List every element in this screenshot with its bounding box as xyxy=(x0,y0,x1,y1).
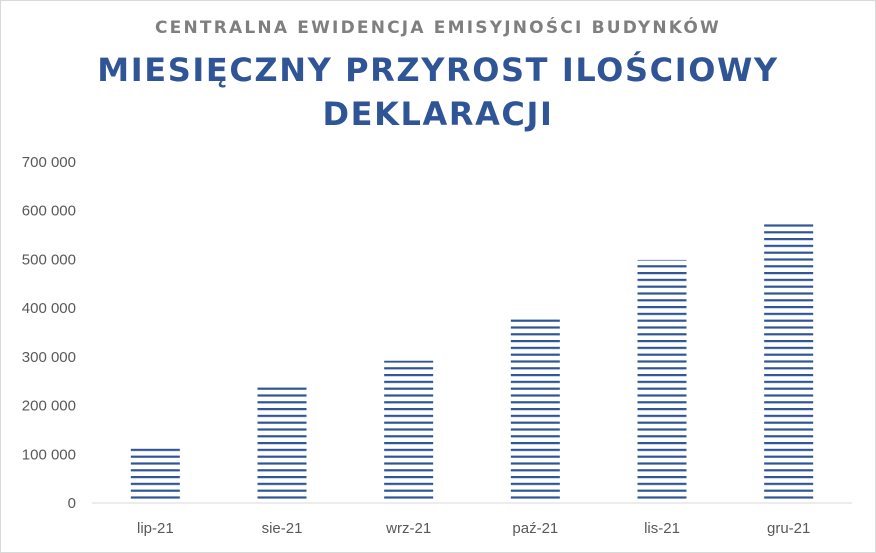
bar-lip-21 xyxy=(130,447,180,503)
bar-wrz-21 xyxy=(384,360,434,503)
bar-gru-21 xyxy=(764,222,814,503)
bars-group xyxy=(130,222,814,503)
y-axis: 0 100 000 200 000 300 000 400 000 500 000 600 … xyxy=(22,154,76,512)
bar-sie-21 xyxy=(257,386,307,503)
x-tick-label: lis-21 xyxy=(644,520,680,537)
chart-supertitle: CENTRALNA EWIDENCJA EMISYJNOŚCI BUDYNKÓW xyxy=(155,18,721,38)
bar-paź-21 xyxy=(510,317,560,503)
x-axis: lip-21 sie-21 wrz-21 paź-21 lis-21 gru-21 xyxy=(137,520,810,537)
x-tick-label: paź-21 xyxy=(512,520,558,537)
bar-lis-21 xyxy=(637,259,687,503)
y-tick-label: 700 000 xyxy=(22,154,76,171)
x-tick-label: gru-21 xyxy=(767,520,810,537)
y-tick-label: 100 000 xyxy=(22,446,76,463)
x-tick-label: wrz-21 xyxy=(385,520,431,537)
x-tick-label: lip-21 xyxy=(137,520,174,537)
y-tick-label: 600 000 xyxy=(22,203,76,220)
y-tick-label: 400 000 xyxy=(22,300,76,317)
y-tick-label: 500 000 xyxy=(22,251,76,268)
x-tick-label: sie-21 xyxy=(262,520,303,537)
chart-title: MIESIĘCZNY PRZYROST ILOŚCIOWY DEKLARACJI xyxy=(97,51,779,133)
y-tick-label: 200 000 xyxy=(22,398,76,415)
y-tick-label: 300 000 xyxy=(22,349,76,366)
y-tick-label: 0 xyxy=(68,495,76,512)
